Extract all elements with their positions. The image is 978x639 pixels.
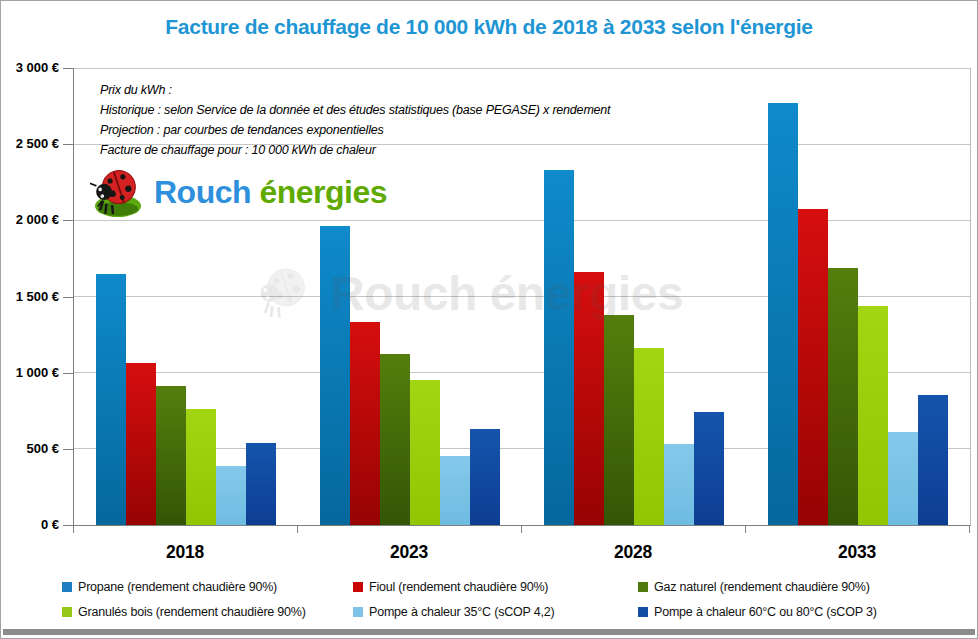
legend-item: Propane (rendement chaudière 90%) <box>62 580 353 594</box>
annotation-line: Historique : selon Service de la donnée … <box>100 100 610 120</box>
legend-label: Granulés bois (rendement chaudière 90%) <box>78 605 306 619</box>
legend-label: Fioul (rendement chaudière 90%) <box>369 580 548 594</box>
legend-swatch <box>62 607 72 617</box>
legend-label: Pompe à chaleur 35°C (sCOP 4,2) <box>369 605 554 619</box>
bar-2023-fioul <box>350 322 380 525</box>
bar-2028-granulés <box>634 348 664 525</box>
chart-legend: Propane (rendement chaudière 90%) Fioul (… <box>62 580 962 619</box>
bar-2018-pompe <box>246 443 276 525</box>
footer-strip <box>3 629 975 635</box>
legend-item: Gaz naturel (rendement chaudière 90%) <box>638 580 962 594</box>
bar-2018-gaz <box>156 386 186 525</box>
y-tick-1500 <box>63 297 73 298</box>
plot-area: Prix du kWh :Historique : selon Service … <box>73 68 971 526</box>
bar-2028-gaz <box>604 315 634 525</box>
y-axis-label-1500: 1 500 € <box>1 289 59 304</box>
y-axis-label-500: 500 € <box>1 441 59 456</box>
legend-swatch <box>353 607 363 617</box>
x-axis-label-2028: 2028 <box>521 542 745 563</box>
bar-group-2018 <box>96 274 276 525</box>
bar-2018-propane <box>96 274 126 525</box>
legend-label: Gaz naturel (rendement chaudière 90%) <box>654 580 870 594</box>
legend-item: Granulés bois (rendement chaudière 90%) <box>62 605 353 619</box>
x-axis-label-2033: 2033 <box>745 542 969 563</box>
bar-2023-granulés <box>410 380 440 525</box>
legend-swatch <box>638 607 648 617</box>
brand-logo: Rouch énergies <box>90 166 387 218</box>
y-tick-2000 <box>63 220 73 221</box>
legend-label: Propane (rendement chaudière 90%) <box>78 580 277 594</box>
bar-2028-propane <box>544 170 574 525</box>
ladybug-icon <box>90 166 144 218</box>
y-axis-label-0: 0 € <box>1 517 59 532</box>
bar-2018-fioul <box>126 363 156 525</box>
brand-name-first: Rouch <box>154 174 251 210</box>
bar-2033-fioul <box>798 209 828 525</box>
y-axis-label-2500: 2 500 € <box>1 136 59 151</box>
brand-name-second: énergies <box>259 174 387 210</box>
legend-swatch <box>62 582 72 592</box>
x-axis-label-2018: 2018 <box>73 542 297 563</box>
bar-2023-propane <box>320 226 350 525</box>
brand-name: Rouch énergies <box>154 174 387 211</box>
y-axis-label-1000: 1 000 € <box>1 365 59 380</box>
bar-group-2033 <box>768 103 948 525</box>
x-tick-1 <box>297 526 298 533</box>
x-tick-2 <box>521 526 522 533</box>
y-tick-500 <box>63 449 73 450</box>
annotation-line: Projection : par courbes de tendances ex… <box>100 120 610 140</box>
gridline-3000 <box>74 68 970 69</box>
y-tick-0 <box>63 525 73 526</box>
bar-2033-pompe <box>918 395 948 525</box>
legend-item: Pompe à chaleur 60°C ou 80°C (sCOP 3) <box>638 605 962 619</box>
bar-2023-gaz <box>380 354 410 525</box>
chart-title: Facture de chauffage de 10 000 kWh de 20… <box>1 15 977 39</box>
y-axis-label-3000: 3 000 € <box>1 60 59 75</box>
y-tick-3000 <box>63 68 73 69</box>
legend-swatch <box>638 582 648 592</box>
bar-2033-gaz <box>828 268 858 525</box>
y-tick-2500 <box>63 144 73 145</box>
bar-group-2028 <box>544 170 724 525</box>
bar-group-2023 <box>320 226 500 525</box>
bar-2028-pompe <box>664 444 694 525</box>
bar-2023-pompe <box>470 429 500 525</box>
legend-item: Fioul (rendement chaudière 90%) <box>353 580 638 594</box>
x-tick-4 <box>969 526 970 533</box>
annotation-line: Prix du kWh : <box>100 80 610 100</box>
bar-2033-pompe <box>888 432 918 525</box>
legend-item: Pompe à chaleur 35°C (sCOP 4,2) <box>353 605 638 619</box>
bar-2018-pompe <box>216 466 246 525</box>
x-tick-0 <box>73 526 74 533</box>
legend-label: Pompe à chaleur 60°C ou 80°C (sCOP 3) <box>654 605 877 619</box>
price-annotation: Prix du kWh :Historique : selon Service … <box>100 80 610 160</box>
legend-swatch <box>353 582 363 592</box>
annotation-line: Facture de chauffage pour : 10 000 kWh d… <box>100 140 610 160</box>
x-axis-label-2023: 2023 <box>297 542 521 563</box>
chart-page: Facture de chauffage de 10 000 kWh de 20… <box>0 0 978 639</box>
bar-2023-pompe <box>440 456 470 525</box>
y-tick-1000 <box>63 373 73 374</box>
bar-2018-granulés <box>186 409 216 525</box>
y-axis-label-2000: 2 000 € <box>1 212 59 227</box>
x-tick-3 <box>745 526 746 533</box>
bar-2028-fioul <box>574 272 604 525</box>
bar-2033-propane <box>768 103 798 525</box>
bar-2028-pompe <box>694 412 724 525</box>
bar-2033-granulés <box>858 306 888 525</box>
